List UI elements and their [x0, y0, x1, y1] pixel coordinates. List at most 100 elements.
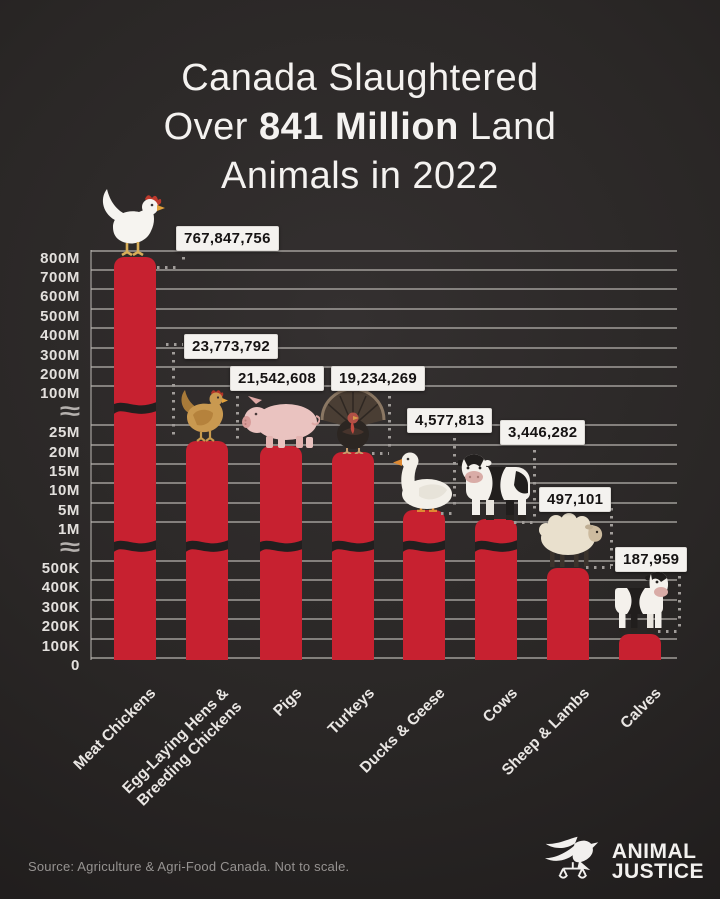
y-tick-label: 300M	[40, 346, 80, 364]
bar-break-wave	[260, 540, 302, 552]
y-tick-label: 700M	[40, 269, 80, 286]
title-line-1: Canada Slaughtered	[181, 57, 539, 99]
category-label-turkeys: Turkeys	[324, 684, 378, 738]
source-note: Source: Agriculture & Agri-Food Canada. …	[28, 859, 350, 874]
y-tick-label: 600M	[40, 288, 80, 306]
animal-calf-icon	[609, 564, 671, 641]
value-connector-dots	[678, 568, 681, 632]
bar-turkeys	[332, 452, 374, 660]
value-connector-dots	[172, 352, 175, 440]
gridline	[91, 288, 677, 291]
bar-break-wave	[186, 540, 228, 552]
animal-justice-logo: ANIMAL JUSTICE	[541, 833, 704, 890]
category-label-cows: Cows	[479, 684, 521, 726]
value-connector-dots	[388, 388, 391, 450]
y-tick-label: 25M	[49, 424, 80, 442]
value-connector-dots	[586, 566, 611, 569]
value-connector-dots	[610, 508, 613, 566]
gridline	[91, 521, 677, 524]
value-label-egg-laying-hens-breeding-chickens: 23,773,792	[184, 334, 279, 359]
bar-cows	[475, 519, 517, 660]
category-label-pigs: Pigs	[270, 684, 306, 720]
animal-cow-icon	[456, 441, 534, 526]
gridline	[91, 618, 677, 621]
bar-meat-chickens	[114, 257, 156, 660]
title-line-3: Animals in 2022	[221, 155, 499, 197]
animal-egg-hen-icon	[177, 383, 237, 448]
bar-break-wave	[403, 540, 445, 552]
value-connector-dots	[166, 343, 183, 346]
gridline	[91, 657, 677, 659]
value-connector-dots	[658, 630, 679, 633]
value-connector-dots	[441, 512, 454, 515]
value-connector-dots	[236, 388, 239, 444]
y-tick-label: 500K	[41, 560, 80, 577]
bar-pigs	[260, 446, 302, 660]
y-tick-label: 10M	[49, 482, 80, 500]
gridline	[91, 327, 677, 330]
y-tick-label: 200K	[41, 618, 80, 636]
y-tick-label: 15M	[49, 463, 80, 480]
gridline	[91, 598, 677, 601]
value-label-ducks-geese: 4,577,813	[407, 408, 493, 433]
title-line-2: Over 841 Million Land	[163, 106, 557, 148]
animal-meat-chicken-icon	[95, 185, 175, 264]
animal-pig-icon	[242, 392, 321, 453]
y-tick-label: 1M	[57, 521, 80, 539]
y-tick-label: 5M	[57, 501, 80, 519]
category-label-calves: Calves	[617, 684, 665, 733]
y-axis-line	[90, 249, 92, 660]
axis-break-icon: ≈	[59, 397, 80, 425]
value-label-meat-chickens: 767,847,756	[176, 226, 279, 251]
y-tick-label: 300K	[41, 598, 80, 616]
bar-break-wave	[114, 540, 156, 552]
bar-ducks-geese	[403, 510, 445, 660]
bar-egg-laying-hens-breeding-chickens	[186, 441, 228, 660]
gridline	[91, 269, 677, 271]
gridline	[91, 346, 677, 349]
gridline	[91, 482, 677, 485]
value-connector-dots	[157, 266, 181, 269]
y-tick-label: 500M	[40, 307, 80, 325]
animal-sheep-icon	[532, 508, 604, 575]
logo-wordmark: ANIMAL JUSTICE	[611, 840, 704, 883]
bar-break-wave	[114, 402, 156, 414]
gridline	[91, 501, 677, 504]
dove-scales-icon	[541, 833, 603, 890]
value-connector-dots	[514, 521, 534, 524]
animal-duck-icon	[393, 448, 455, 517]
value-connector-dots	[453, 430, 456, 508]
gridline	[91, 307, 677, 310]
y-tick-label: 400M	[40, 327, 80, 345]
title-bold-number: 841 Million	[259, 106, 459, 148]
y-tick-label: 100K	[41, 637, 80, 655]
value-label-cows: 3,446,282	[500, 420, 586, 445]
chart-title: Canada Slaughtered Over 841 Million Land…	[0, 54, 720, 201]
y-tick-label: 400K	[41, 579, 80, 597]
gridline	[91, 637, 677, 640]
gridline	[91, 463, 677, 465]
gridline	[91, 424, 677, 427]
y-tick-label: 800M	[40, 249, 80, 267]
bar-sheep-lambs	[547, 568, 589, 660]
value-label-calves: 187,959	[615, 547, 688, 572]
gridline	[91, 443, 677, 446]
axis-break-icon: ≈	[59, 533, 80, 561]
gridline	[91, 560, 677, 562]
value-label-turkeys: 19,234,269	[331, 366, 426, 391]
value-connector-dots	[372, 452, 389, 455]
bar-calves	[619, 634, 661, 660]
y-tick-label: 0	[71, 657, 80, 674]
value-label-sheep-lambs: 497,101	[539, 487, 612, 512]
animal-turkey-icon	[318, 387, 388, 459]
y-tick-label: 100M	[40, 385, 80, 403]
y-tick-label: 200M	[40, 366, 80, 383]
value-connector-dots	[182, 249, 185, 265]
gridline	[91, 579, 677, 582]
y-tick-label: 20M	[49, 443, 80, 461]
value-label-pigs: 21,542,608	[230, 366, 325, 391]
bar-break-wave	[475, 540, 517, 552]
value-connector-dots	[533, 442, 536, 517]
gridline	[91, 249, 677, 252]
